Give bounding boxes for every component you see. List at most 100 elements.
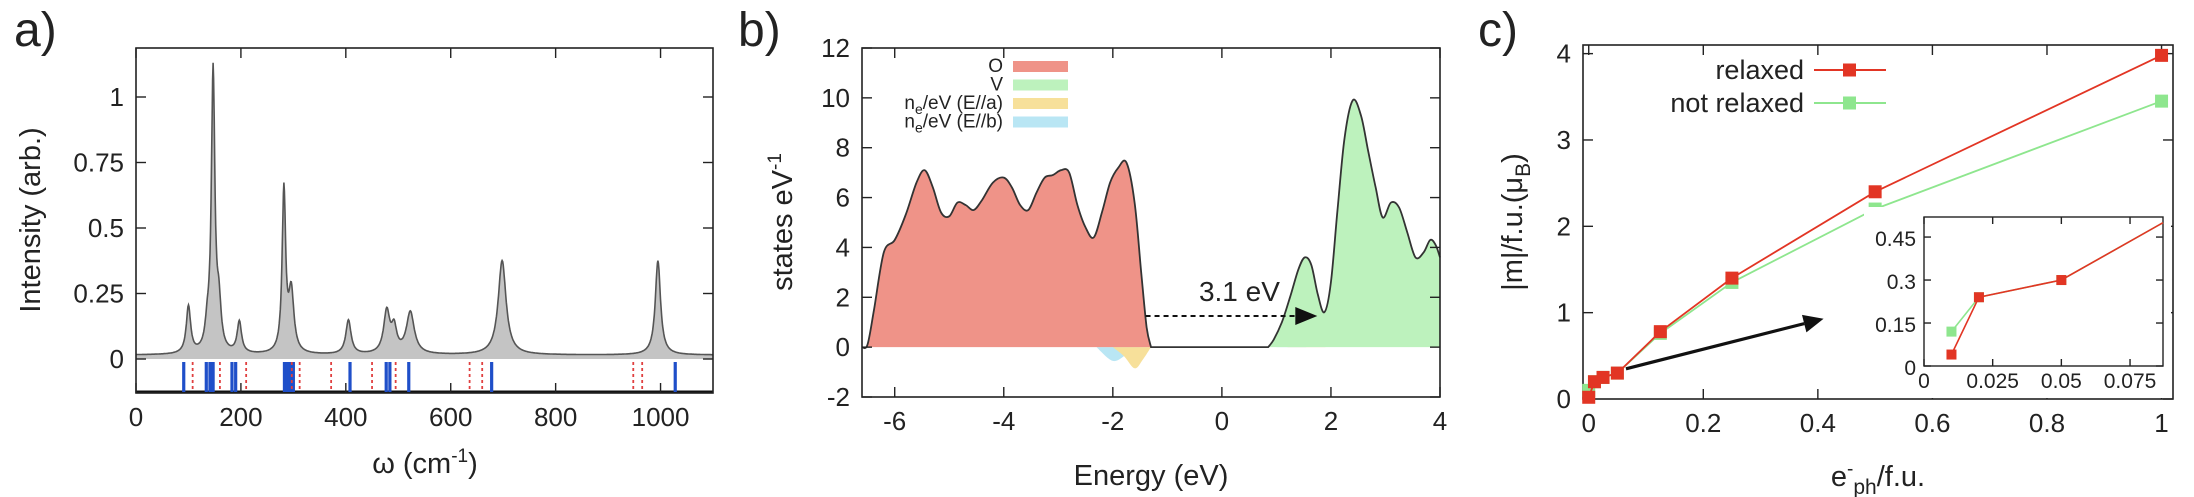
panel-c-ytick-label: 1 bbox=[1557, 298, 1571, 328]
panel-b-plot-area bbox=[861, 98, 1441, 369]
panel-a-x-ticks: 0 200 400 600 800 1000 bbox=[129, 48, 690, 432]
panel-c-inset-y-ticks: 0 0.15 0.3 0.45 bbox=[1875, 228, 2163, 380]
panel-c-point-not_relaxed bbox=[2155, 94, 2169, 108]
panel-b-legend-label: ne/eV (E//a) bbox=[904, 93, 1003, 117]
panel-b-gap-arrow-head bbox=[1295, 306, 1318, 325]
panel-b-xtick-label: 2 bbox=[1324, 406, 1338, 436]
panel-c-xtick-label: 0 bbox=[1581, 408, 1595, 438]
panel-c-point-relaxed bbox=[1653, 325, 1667, 339]
panel-c-xtick-label: 0.8 bbox=[2029, 408, 2065, 438]
panel-b-xtick-label: -4 bbox=[992, 406, 1015, 436]
panel-a-xtick-label: 200 bbox=[219, 402, 262, 432]
panel-c-inset-point-relaxed bbox=[2056, 275, 2067, 286]
panel-a-ytick-label: 1 bbox=[110, 82, 124, 112]
panel-b-ytick-label: 4 bbox=[836, 232, 850, 262]
panel-c-xtick-label: 0.6 bbox=[1914, 408, 1950, 438]
panel-a-xtick-label: 600 bbox=[429, 402, 472, 432]
panel-b-area-E_a bbox=[1112, 347, 1151, 369]
panel-c-y-ticks: 0 1 2 3 4 bbox=[1557, 39, 2173, 414]
panel-a-y-ticks: 0 0.25 0.5 0.75 1 bbox=[73, 82, 713, 374]
panel-b-area-V bbox=[1268, 99, 1440, 348]
panel-b-gap-label: 3.1 eV bbox=[1199, 276, 1280, 307]
panel-c-x-ticks: 0 0.2 0.4 0.6 0.8 1 bbox=[1581, 45, 2169, 438]
panel-a-xtick-label: 1000 bbox=[632, 402, 690, 432]
panel-b-ytick-label: 6 bbox=[836, 183, 850, 213]
panel-c-legend-label: relaxed bbox=[1715, 55, 1804, 85]
panel-b-gap-annotation: 3.1 eV bbox=[1145, 276, 1318, 325]
panel-c-point-relaxed bbox=[2155, 48, 2169, 62]
panel-b-ytick-label: 12 bbox=[821, 33, 850, 63]
panel-c-point-relaxed bbox=[1582, 390, 1596, 404]
panel-c-ytick-label: 3 bbox=[1557, 125, 1571, 155]
panel-c-point-relaxed bbox=[1868, 185, 1882, 199]
panel-c-ytick-label: 4 bbox=[1557, 39, 1571, 69]
panel-c-legend-marker bbox=[1843, 96, 1856, 110]
panel-b-legend-label: V bbox=[990, 75, 1003, 96]
panel-b-xtick-label: 4 bbox=[1433, 406, 1447, 436]
panel-b-ytick-label: 10 bbox=[821, 83, 850, 113]
panel-a-xtick-label: 0 bbox=[129, 402, 143, 432]
panel-a-spectrum-fill bbox=[136, 62, 713, 360]
panel-a-x-axis-label: ω (cm-1) bbox=[372, 446, 478, 480]
panel-c-legend-label: not relaxed bbox=[1670, 88, 1804, 118]
panel-b-legend-label: O bbox=[988, 56, 1003, 77]
panel-c-inset-arrow bbox=[1625, 314, 1824, 371]
panel-c-legend-marker bbox=[1843, 63, 1856, 77]
panel-c-inset-xtick-label: 0.05 bbox=[2041, 370, 2082, 393]
panel-c-plot-area bbox=[1582, 48, 2169, 404]
panel-letter-c: c) bbox=[1478, 4, 1518, 57]
panel-b-ytick-label: 8 bbox=[836, 133, 850, 163]
panel-a-y-axis-label: Intensity (arb.) bbox=[15, 127, 47, 312]
panel-c-point-relaxed bbox=[1596, 370, 1610, 384]
panel-c-arrow-line bbox=[1625, 322, 1805, 371]
panel-b-frame bbox=[861, 47, 1441, 398]
panel-b-xtick-label: 0 bbox=[1215, 406, 1229, 436]
panel-c-xtick-label: 0.4 bbox=[1800, 408, 1836, 438]
panel-c-inset-point-relaxed bbox=[1946, 349, 1957, 360]
panel-c-inset: 0 0.025 0.05 0.075 0 0.15 0.3 0.45 bbox=[1864, 207, 2171, 398]
panel-a-ytick-label: 0.75 bbox=[73, 148, 124, 178]
panel-c-point-relaxed bbox=[1725, 271, 1739, 285]
panel-c-arrow-head bbox=[1801, 314, 1824, 333]
panel-c-ytick-label: 0 bbox=[1557, 384, 1571, 414]
panel-c-inset-frame bbox=[1923, 216, 2164, 367]
panel-c-inset-ytick-label: 0.45 bbox=[1875, 228, 1916, 251]
panel-a-ytick-label: 0.25 bbox=[73, 279, 124, 309]
panel-b-y-axis-label: states eV-1 bbox=[765, 153, 799, 291]
panel-c-inset-point-relaxed bbox=[1973, 292, 1984, 303]
panel-a-xtick-label: 800 bbox=[534, 402, 577, 432]
panel-c-ytick-label: 2 bbox=[1557, 211, 1571, 241]
panel-c-frame bbox=[1582, 44, 2174, 400]
panel-b-y-ticks: -2 0 2 4 6 8 10 12 bbox=[821, 33, 1440, 412]
panel-b-legend-swatch bbox=[1013, 98, 1068, 109]
panel-c-inset-x-ticks: 0 0.025 0.05 0.075 bbox=[1918, 217, 2156, 393]
panel-b-x-ticks: -6 -4 -2 0 2 4 bbox=[883, 48, 1447, 436]
panel-c-y-axis-label: |m|/f.u.(μB) bbox=[1497, 153, 1535, 291]
panel-c-inset-ytick-label: 0.15 bbox=[1875, 314, 1916, 337]
panel-a-xtick-label: 400 bbox=[324, 402, 367, 432]
panel-b-legend-swatch bbox=[1013, 79, 1068, 91]
panel-letter-a: a) bbox=[14, 4, 57, 57]
panel-b-xtick-label: -2 bbox=[1101, 406, 1124, 436]
panel-c-inset-ytick-label: 0.3 bbox=[1887, 271, 1916, 294]
panel-b-ytick-label: 0 bbox=[836, 332, 850, 362]
panel-c-inset-line-relaxed bbox=[1950, 222, 2164, 355]
panel-c-xtick-label: 0.2 bbox=[1685, 408, 1721, 438]
panel-b-ytick-label: 2 bbox=[836, 282, 850, 312]
panel-c-inset-xtick-label: 0.025 bbox=[1966, 370, 2019, 393]
panel-c-x-axis-label: e-ph/f.u. bbox=[1831, 459, 1925, 497]
panel-letter-b: b) bbox=[738, 4, 781, 57]
panel-b-legend-swatch bbox=[1013, 61, 1068, 72]
panel-b-legend-label: ne/eV (E//b) bbox=[904, 112, 1003, 136]
panel-b-xtick-label: -6 bbox=[883, 406, 906, 436]
panel-b-legend-swatch bbox=[1013, 116, 1068, 128]
panel-c-xtick-label: 1 bbox=[2154, 408, 2168, 438]
panel-b-total-dos-line bbox=[861, 98, 1441, 349]
panel-c-point-relaxed bbox=[1610, 366, 1624, 380]
panel-b-ytick-label: -2 bbox=[827, 382, 850, 412]
